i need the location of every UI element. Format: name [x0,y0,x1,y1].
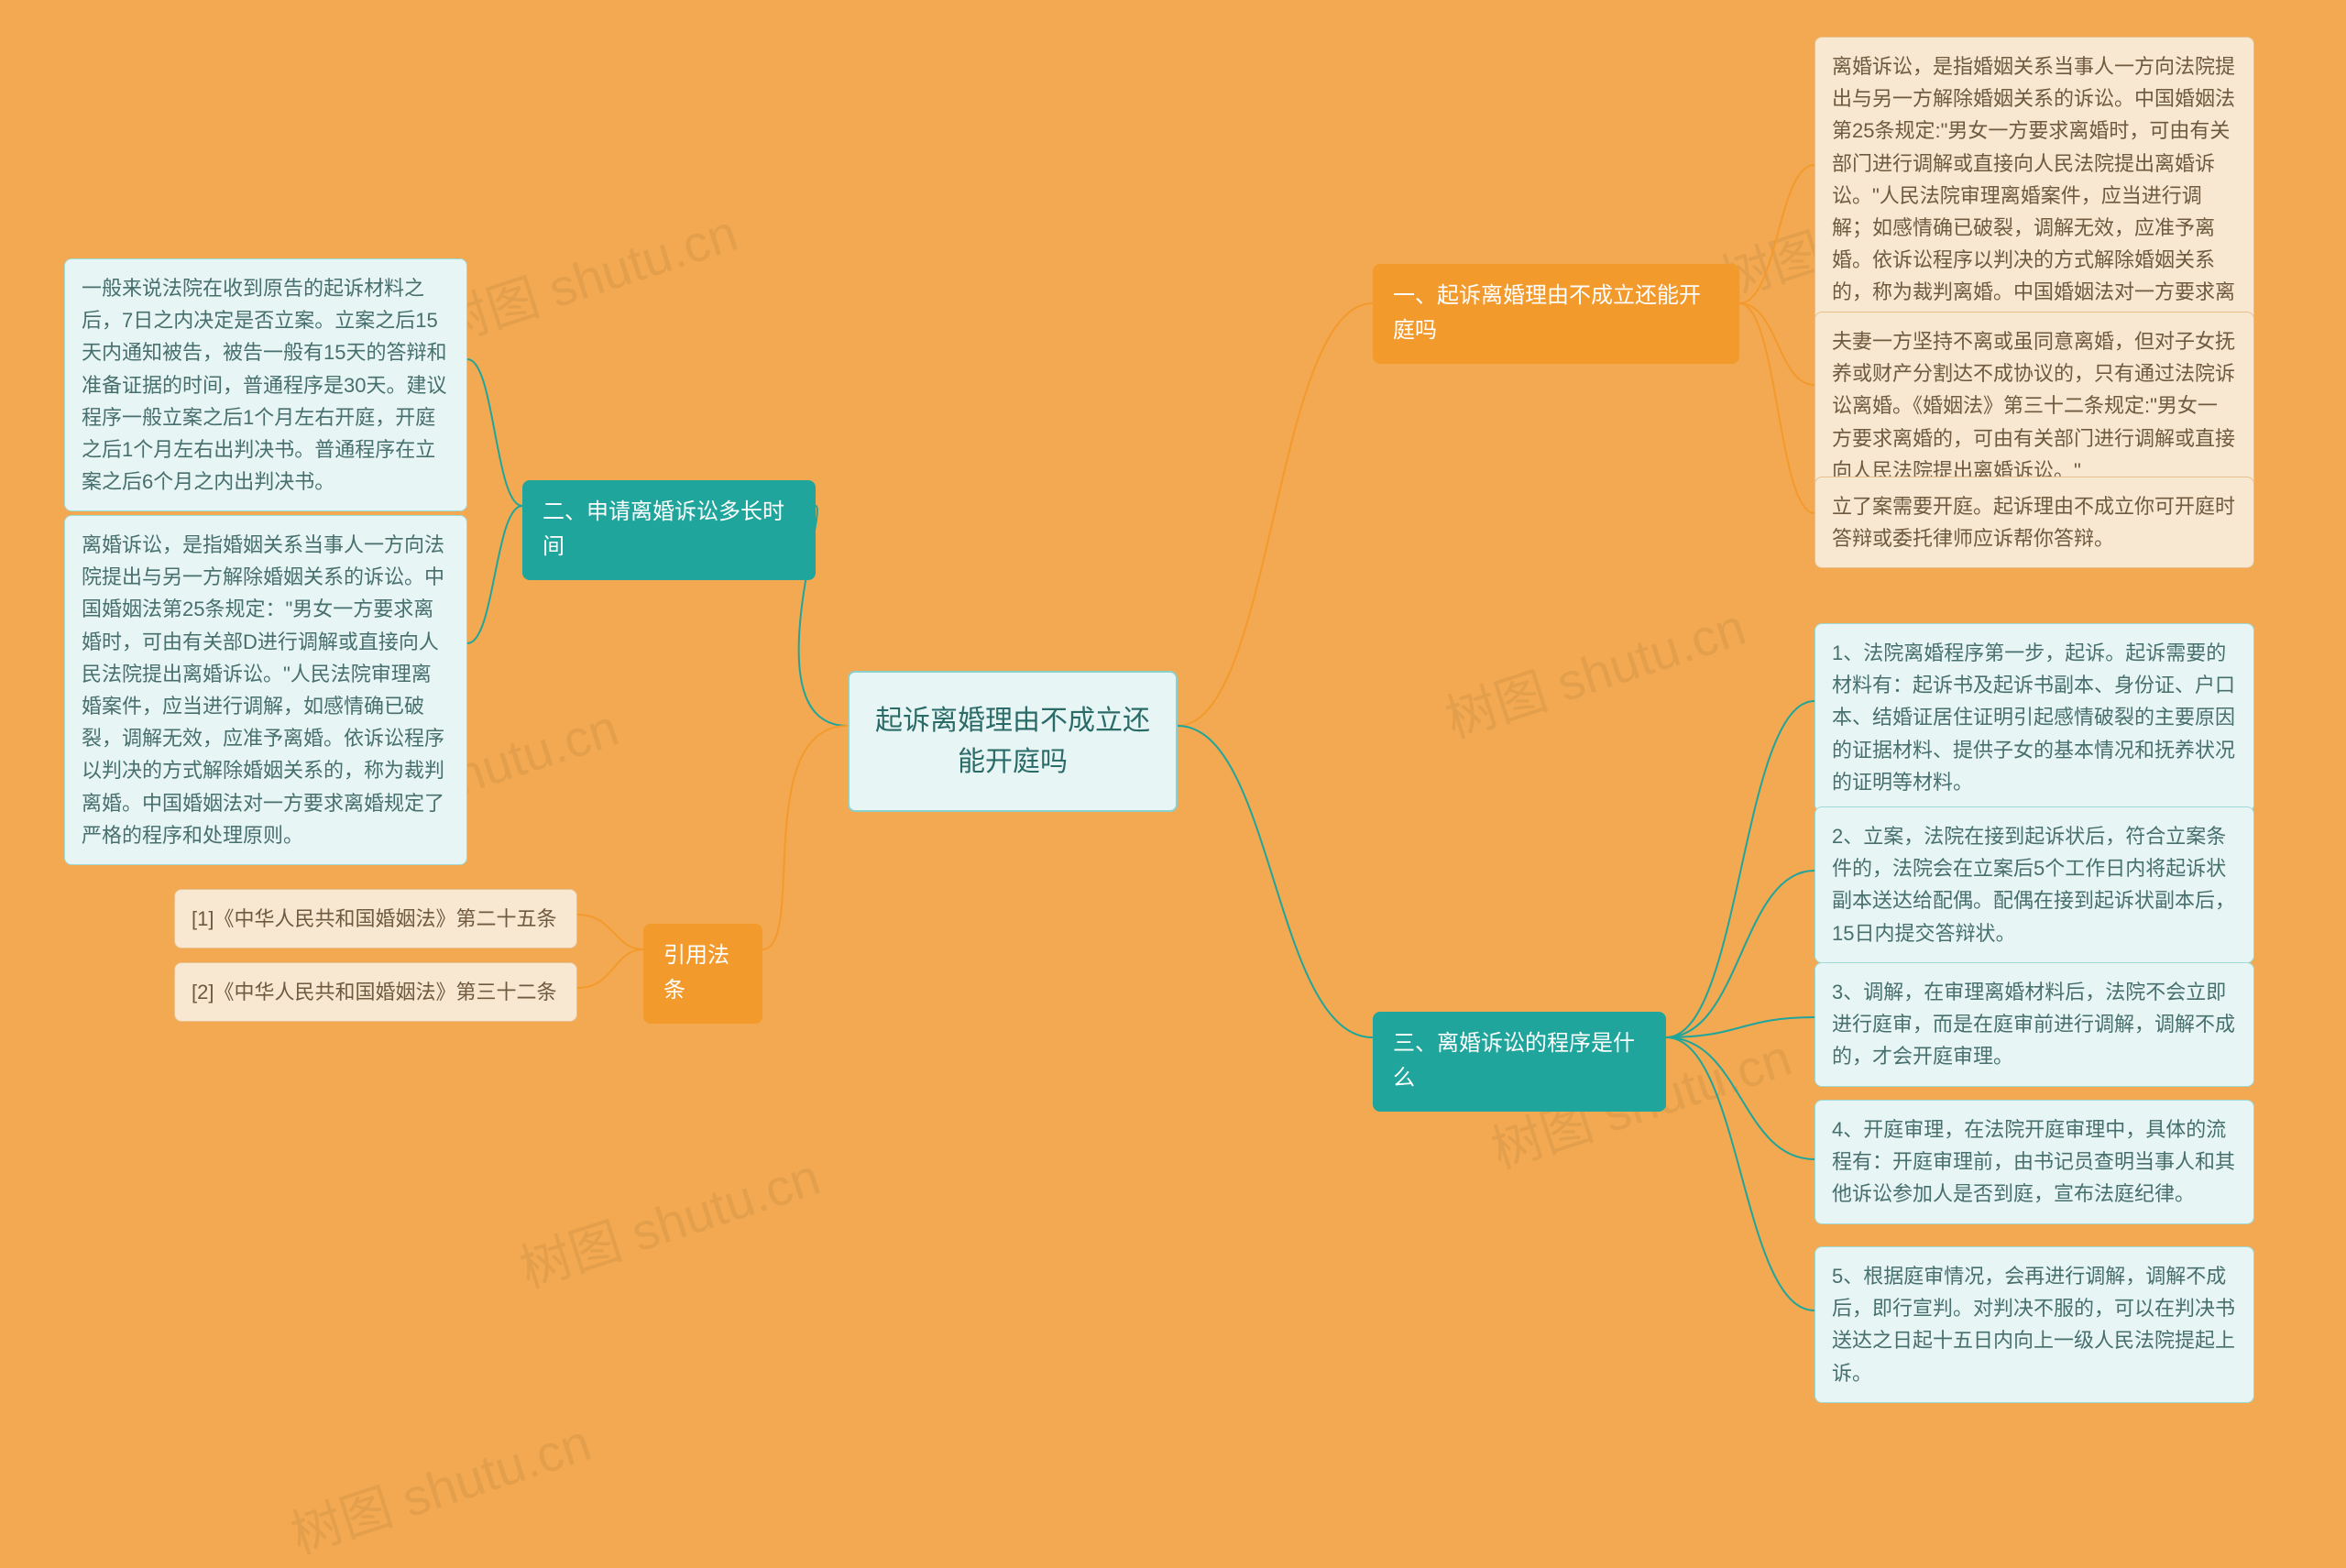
watermark: 树图 shutu.cn [427,192,746,359]
branch-1[interactable]: 一、起诉离婚理由不成立还能开庭吗 [1373,264,1739,364]
branch-3-leaf: 4、开庭审理，在法院开庭审理中，具体的流程有：开庭审理前，由书记员查明当事人和其… [1814,1100,2254,1224]
branch-3[interactable]: 三、离婚诉讼的程序是什么 [1373,1012,1666,1112]
watermark: 树图 shutu.cn [510,1136,828,1303]
branch-2-leaf: 离婚诉讼，是指婚姻关系当事人一方向法院提出与另一方解除婚姻关系的诉讼。中国婚姻法… [64,515,467,865]
branch-4[interactable]: 引用法条 [643,924,762,1024]
root-node[interactable]: 起诉离婚理由不成立还能开庭吗 [848,671,1178,812]
branch-1-leaf: 离婚诉讼，是指婚姻关系当事人一方向法院提出与另一方解除婚姻关系的诉讼。中国婚姻法… [1814,37,2254,355]
watermark: 树图 shutu.cn [280,1402,599,1568]
branch-1-leaf: 夫妻一方坚持不离或虽同意离婚，但对子女抚养或财产分割达不成协议的，只有通过法院诉… [1814,312,2254,500]
branch-3-leaf: 3、调解，在审理离婚材料后，法院不会立即进行庭审，而是在庭审前进行调解，调解不成… [1814,962,2254,1087]
branch-4-leaf: [1]《中华人民共和国婚姻法》第二十五条 [174,889,577,948]
watermark: 树图 shutu.cn [1435,587,1754,753]
branch-3-leaf: 2、立案，法院在接到起诉状后，符合立案条件的，法院会在立案后5个工作日内将起诉状… [1814,806,2254,963]
branch-2[interactable]: 二、申请离婚诉讼多长时间 [522,480,816,580]
branch-2-leaf: 一般来说法院在收到原告的起诉材料之后，7日之内决定是否立案。立案之后15天内通知… [64,258,467,511]
branch-4-leaf: [2]《中华人民共和国婚姻法》第三十二条 [174,962,577,1022]
branch-1-leaf: 立了案需要开庭。起诉理由不成立你可开庭时答辩或委托律师应诉帮你答辩。 [1814,477,2254,568]
branch-3-leaf: 5、根据庭审情况，会再进行调解，调解不成后，即行宣判。对判决不服的，可以在判决书… [1814,1246,2254,1403]
branch-3-leaf: 1、法院离婚程序第一步，起诉。起诉需要的材料有：起诉书及起诉书副本、身份证、户口… [1814,623,2254,812]
